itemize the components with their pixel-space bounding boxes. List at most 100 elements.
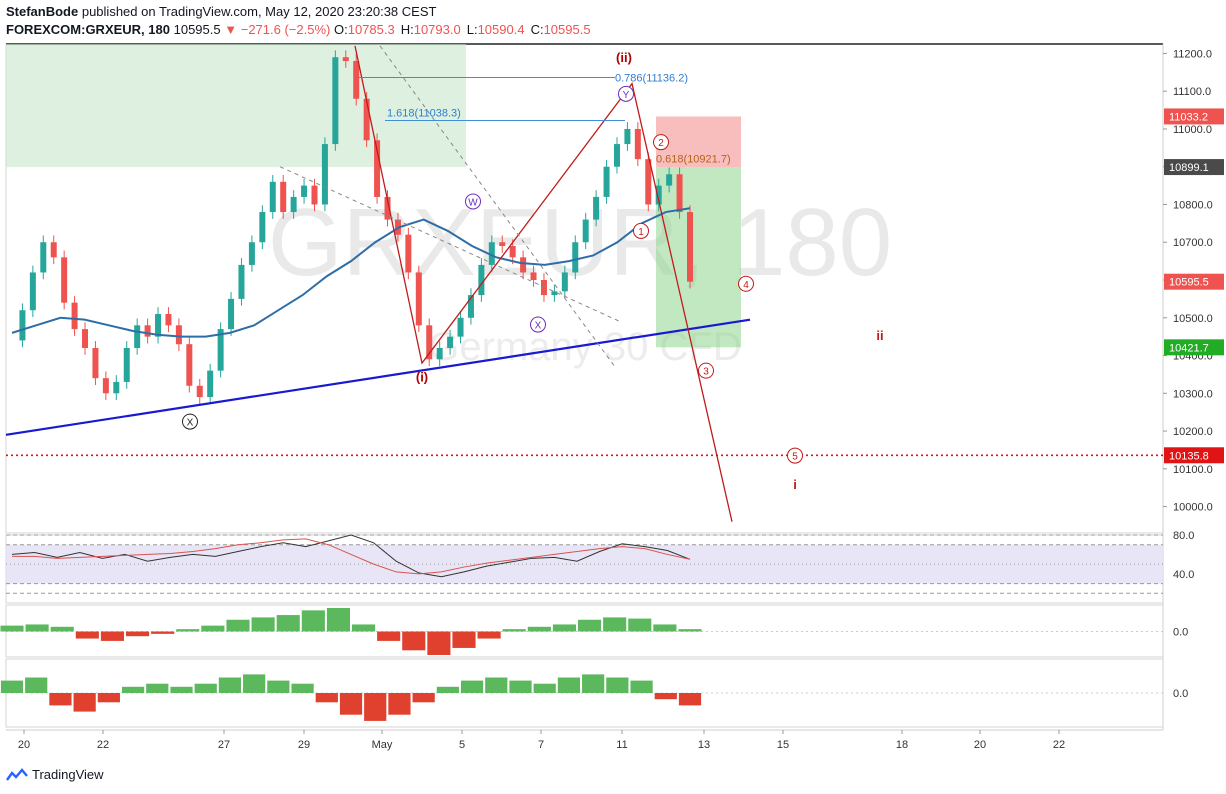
candle-body	[540, 280, 547, 296]
candle-body	[311, 185, 318, 205]
price-tag	[1164, 159, 1224, 176]
candle-body	[426, 325, 433, 360]
indicator-bar	[49, 693, 72, 706]
indicator-bar	[485, 677, 508, 693]
price-tick-label: 10300.0	[1173, 388, 1213, 400]
candle-body	[676, 174, 683, 213]
candle-body	[144, 325, 151, 337]
indicator-tick-label: 0.0	[1173, 688, 1188, 700]
wave-marker	[653, 134, 669, 151]
indicator-bar	[267, 680, 290, 693]
candle-body	[29, 272, 36, 311]
footer-brand-label: TradingView	[32, 767, 104, 782]
time-tick-label: May	[372, 739, 393, 751]
candle-body	[332, 57, 339, 145]
candle-body	[436, 347, 443, 360]
candle-body	[175, 325, 182, 345]
time-tick-label: 22	[1053, 739, 1065, 751]
indicator-bar	[533, 683, 556, 693]
indicator-bar	[75, 631, 99, 639]
indicator-bar	[326, 608, 350, 632]
publish-info: StefanBode published on TradingView.com,…	[6, 4, 436, 19]
wave-marker	[465, 193, 481, 210]
watermark-symbol: GRXEUR, 180	[268, 189, 892, 296]
candle-body	[19, 310, 26, 341]
indicator-bar	[603, 617, 627, 632]
candle-body	[165, 313, 172, 326]
indicator-bar	[452, 631, 476, 648]
fib-label: 1.618(11038.3)	[387, 107, 461, 119]
indicator-bar	[315, 693, 338, 703]
symbol-label[interactable]: FOREXCOM:GRXEUR, 180	[6, 22, 170, 37]
candle-body	[572, 242, 579, 273]
price-tag-label: 10899.1	[1169, 162, 1209, 174]
candle-body	[593, 196, 600, 220]
indicator-bar	[100, 631, 124, 641]
candle-body	[40, 242, 47, 273]
indicator-bar	[339, 693, 363, 715]
time-tick-label: 18	[896, 739, 908, 751]
fib-label: 0.618(10921.7)	[656, 154, 731, 166]
indicator-bar	[402, 631, 426, 651]
indicator-bar	[25, 677, 48, 693]
indicator-bar	[509, 680, 532, 693]
wave-label: 3	[703, 367, 709, 378]
wave-label: 4	[743, 280, 749, 291]
indicator-bar	[654, 693, 677, 700]
candle-body	[363, 98, 370, 141]
author-name[interactable]: StefanBode	[6, 4, 79, 19]
wave-label: 5	[792, 452, 798, 463]
candle-body	[561, 272, 568, 292]
price-tick-label: 10200.0	[1173, 426, 1213, 438]
candle-body	[207, 370, 214, 398]
indicator-bar	[251, 617, 275, 632]
elliott-wave-path	[354, 45, 733, 522]
indicator-bar	[477, 631, 501, 639]
low-value: 10590.4	[477, 22, 525, 37]
candle-body	[613, 144, 620, 167]
indicator-bar	[578, 619, 602, 632]
tradingview-logo-icon	[6, 767, 28, 781]
high-label: H:	[400, 22, 414, 37]
wave-label: ii	[876, 328, 883, 343]
indicator-bar	[151, 631, 175, 634]
indicator-bar	[388, 693, 411, 715]
indicator-bar	[552, 624, 576, 632]
indicator-bar	[243, 674, 266, 693]
wave-marker	[698, 362, 714, 379]
wave-label: Y	[623, 90, 630, 101]
footer-brand[interactable]: TradingView	[6, 767, 104, 782]
candle-body	[488, 242, 495, 265]
price-tag	[1164, 339, 1224, 356]
take-profit-zone	[656, 167, 741, 348]
candle-body	[155, 313, 162, 337]
wave-label: X	[535, 321, 542, 332]
low-label: L:	[466, 22, 478, 37]
indicator-bar	[291, 683, 314, 693]
wave-label: (i)	[416, 369, 428, 384]
candle-body	[582, 219, 589, 243]
indicator-bar	[73, 693, 96, 712]
indicator-bar	[301, 610, 325, 632]
candle-body	[655, 185, 662, 205]
wave-marker	[787, 447, 803, 464]
moving-average-line	[11, 207, 691, 338]
indicator-bar	[557, 677, 581, 693]
wave-marker	[182, 413, 198, 430]
candle-body	[134, 325, 141, 348]
candle-body	[384, 196, 391, 220]
high-value: 10793.0	[413, 22, 461, 37]
candle-body	[666, 174, 673, 186]
indicator-bar	[0, 625, 24, 632]
indicator-bar	[436, 686, 459, 693]
candle-body	[624, 128, 631, 145]
indicator-bar	[582, 674, 605, 693]
indicator-bar	[628, 618, 652, 632]
candle-body	[353, 60, 360, 99]
time-tick-label: 22	[97, 739, 109, 751]
time-tick-label: 27	[218, 739, 230, 751]
candle-body	[82, 329, 89, 348]
price-tag-label: 10135.8	[1169, 450, 1209, 462]
time-tick-label: 7	[538, 739, 544, 751]
